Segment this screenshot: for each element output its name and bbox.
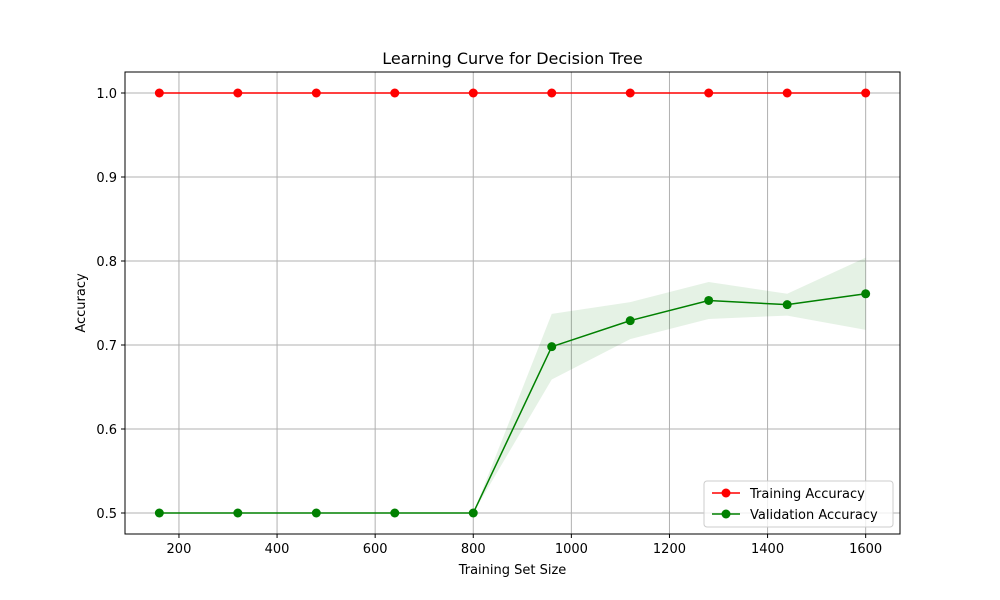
y-tick-label: 0.7	[96, 339, 117, 354]
legend-training-label: Training Accuracy	[749, 487, 865, 502]
legend-box	[703, 480, 894, 528]
x-tick-label: 400	[265, 542, 290, 557]
training-data-point	[861, 88, 871, 98]
validation-data-point	[311, 508, 321, 518]
legend-training-marker	[721, 488, 731, 498]
series-point-layer	[154, 88, 871, 518]
validation-data-point	[547, 342, 557, 352]
y-tick-label: 0.8	[96, 255, 117, 270]
x-tick-label: 1000	[555, 542, 588, 557]
legend: Training Accuracy Validation Accuracy	[703, 480, 894, 528]
x-tick-label: 1400	[751, 542, 784, 557]
plot-frame	[124, 71, 901, 535]
training-data-point	[468, 88, 478, 98]
validation-data-point	[625, 316, 635, 326]
validation-data-point	[861, 289, 871, 299]
y-tick-label: 0.6	[96, 423, 117, 438]
series-line-layer	[159, 92, 866, 514]
tick-layer: 200 400 600 800 1000 1200 1400 1600 0.5 0.6 0.7 0.8…	[96, 87, 882, 557]
confidence-band-layer	[159, 257, 866, 513]
legend-validation-marker	[721, 509, 731, 519]
validation-confidence-band	[159, 257, 866, 513]
validation-data-point	[782, 300, 792, 310]
training-data-point	[547, 88, 557, 98]
chart-title: Learning Curve for Decision Tree	[382, 49, 642, 68]
validation-series-line	[159, 293, 866, 514]
y-tick-label: 0.5	[96, 507, 117, 522]
validation-data-point	[704, 295, 714, 305]
training-data-point	[154, 88, 164, 98]
x-tick-label: 200	[167, 542, 192, 557]
validation-data-point	[154, 508, 164, 518]
x-tick-label: 1600	[849, 542, 882, 557]
training-data-point	[233, 88, 243, 98]
legend-validation-label: Validation Accuracy	[750, 508, 878, 523]
x-tick-label: 800	[461, 542, 486, 557]
validation-data-point	[233, 508, 243, 518]
validation-data-point	[390, 508, 400, 518]
y-axis-label: Accuracy	[74, 273, 89, 333]
training-data-point	[782, 88, 792, 98]
validation-data-point	[468, 508, 478, 518]
x-axis-label: Training Set Size	[458, 563, 567, 578]
training-data-point	[390, 88, 400, 98]
x-tick-label: 600	[363, 542, 388, 557]
y-tick-label: 0.9	[96, 171, 117, 186]
x-tick-label: 1200	[653, 542, 686, 557]
training-data-point	[311, 88, 321, 98]
training-data-point	[704, 88, 714, 98]
y-tick-label: 1.0	[96, 87, 117, 102]
training-data-point	[625, 88, 635, 98]
